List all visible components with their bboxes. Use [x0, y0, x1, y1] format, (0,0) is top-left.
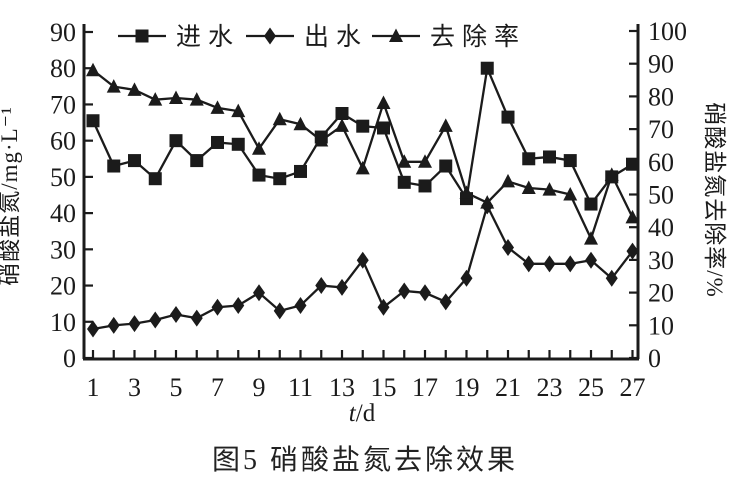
svg-text:13: 13	[329, 373, 355, 402]
svg-text:100: 100	[648, 17, 687, 46]
legend-label-removal-rate: 去除率	[430, 23, 526, 51]
svg-text:20: 20	[50, 272, 76, 301]
svg-text:30: 30	[648, 246, 674, 275]
svg-text:15: 15	[371, 373, 397, 402]
svg-text:7: 7	[211, 373, 224, 402]
axes	[82, 24, 640, 361]
svg-text:50: 50	[648, 181, 674, 210]
svg-text:20: 20	[648, 279, 674, 308]
svg-text:11: 11	[288, 373, 313, 402]
chart-canvas: 0102030405060708090010203040506070809010…	[0, 17, 727, 427]
svg-text:70: 70	[50, 90, 76, 119]
svg-text:21: 21	[495, 373, 521, 402]
series-removal-rate	[86, 62, 640, 245]
svg-text:10: 10	[50, 308, 76, 337]
svg-text:90: 90	[50, 18, 76, 47]
svg-text:17: 17	[412, 373, 438, 402]
y-axis-left: 0 10 20 30 40 50 60 70 80 90	[50, 18, 93, 373]
svg-text:0: 0	[63, 344, 76, 373]
svg-text:60: 60	[50, 127, 76, 156]
y-axis-right: 0 10 20 30 40 50 60 70 80 90 100	[629, 17, 687, 373]
svg-text:90: 90	[648, 50, 674, 79]
svg-text:30: 30	[50, 235, 76, 264]
legend-item-effluent: 出水	[246, 23, 368, 51]
legend-item-influent: 进水	[118, 23, 240, 51]
svg-text:40: 40	[648, 213, 674, 242]
x-axis-title: t/d	[349, 400, 376, 427]
svg-text:10: 10	[648, 311, 674, 340]
y-axis-left-title: 硝酸盐氮/mg·L⁻¹	[0, 106, 22, 286]
svg-text:1: 1	[87, 373, 100, 402]
svg-text:3: 3	[128, 373, 141, 402]
legend-label-effluent: 出水	[304, 23, 368, 51]
svg-text:60: 60	[648, 148, 674, 177]
svg-text:50: 50	[50, 163, 76, 192]
svg-text:70: 70	[648, 115, 674, 144]
svg-text:40: 40	[50, 199, 76, 228]
svg-text:9: 9	[253, 373, 266, 402]
series-influent	[86, 61, 639, 211]
x-axis: 1 3 5 7 9 11 13 15 17 19 21 23 25 27	[87, 350, 646, 402]
axis-titles: 硝酸盐氮/mg·L⁻¹ 硝酸盐氮去除率/% t/d	[0, 102, 727, 427]
legend-item-removal-rate: 去除率	[372, 23, 526, 51]
series-effluent	[87, 197, 639, 338]
svg-text:5: 5	[170, 373, 183, 402]
y-axis-right-title: 硝酸盐氮去除率/%	[702, 102, 727, 298]
svg-text:80: 80	[50, 54, 76, 83]
svg-text:0: 0	[648, 344, 661, 373]
svg-text:19: 19	[454, 373, 480, 402]
svg-text:80: 80	[648, 82, 674, 111]
svg-text:27: 27	[620, 373, 646, 402]
legend: 进水 出水 去除率	[118, 23, 526, 51]
svg-text:23: 23	[537, 373, 563, 402]
figure-caption: 图5 硝酸盐氮去除效果	[211, 445, 518, 476]
svg-text:25: 25	[578, 373, 604, 402]
chart-area: 0 10 20 30 40 50 60 70 80 90 0 10 20 30 40 50 60 70 80 90 10…	[0, 17, 727, 427]
legend-label-influent: 进水	[176, 23, 240, 51]
